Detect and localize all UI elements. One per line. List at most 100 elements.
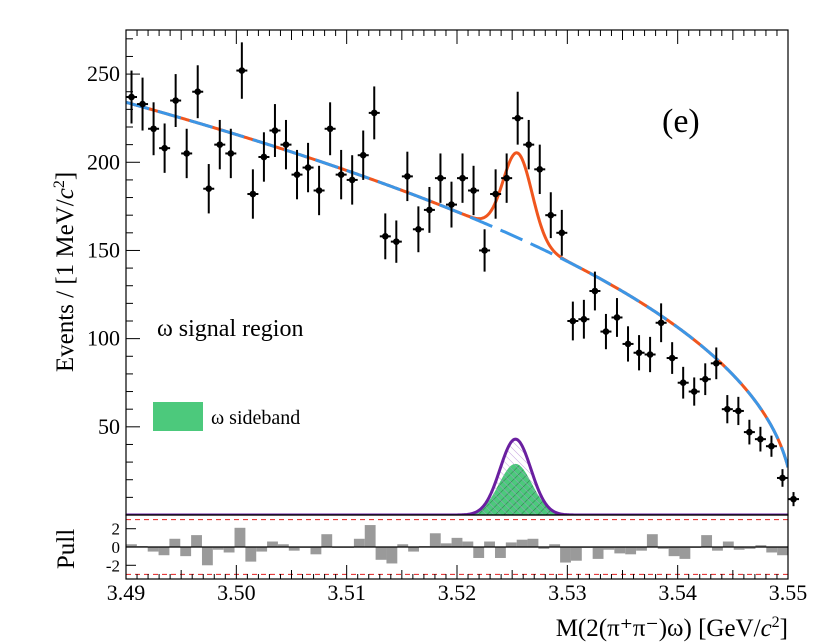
data-point xyxy=(346,155,358,205)
y-axis-label: Events / [1 MeV/c2] xyxy=(51,172,79,372)
data-point-marker xyxy=(348,176,356,184)
data-point-marker xyxy=(470,187,477,194)
data-point-marker xyxy=(668,354,676,362)
pull-bar xyxy=(636,547,647,551)
data-point-marker xyxy=(492,190,499,198)
data-point xyxy=(644,336,656,373)
data-point-marker xyxy=(679,379,687,387)
data-point xyxy=(390,220,402,263)
data-point xyxy=(589,271,601,311)
pull-bar xyxy=(777,547,788,556)
x-tick-label: 3.49 xyxy=(107,580,146,605)
data-point xyxy=(776,469,788,487)
pull-bar xyxy=(527,538,539,547)
data-point-marker xyxy=(779,474,786,482)
data-point-marker xyxy=(536,166,544,173)
x-axis-label: M(2(π⁺π⁻)ω) [GeV/c2] xyxy=(556,614,788,642)
data-point-marker xyxy=(415,225,422,233)
data-point xyxy=(335,149,347,200)
data-point xyxy=(457,153,469,203)
pull-bar xyxy=(408,547,420,552)
data-point xyxy=(765,435,777,457)
y-tick-label: 250 xyxy=(87,61,120,86)
pull-bar xyxy=(375,547,387,560)
data-point-marker xyxy=(735,407,742,415)
data-point-marker xyxy=(437,174,444,182)
data-points xyxy=(126,42,800,507)
x-tick-label: 3.51 xyxy=(327,580,366,605)
pull-bar xyxy=(570,547,582,561)
data-point xyxy=(633,335,645,371)
data-point-marker xyxy=(183,150,190,157)
data-point xyxy=(126,70,138,124)
pull-bar xyxy=(646,534,658,547)
data-point xyxy=(468,165,480,216)
data-point-marker xyxy=(701,375,709,383)
data-point xyxy=(357,130,369,180)
data-point-marker xyxy=(216,141,224,148)
data-point xyxy=(534,144,546,195)
data-point-marker xyxy=(724,405,731,413)
pull-bar xyxy=(321,534,333,547)
pull-bar xyxy=(657,547,669,549)
data-point xyxy=(611,298,623,337)
data-point-marker xyxy=(712,360,720,367)
background-curve xyxy=(126,100,788,468)
data-point xyxy=(148,102,160,156)
data-point-marker xyxy=(459,174,466,182)
data-point xyxy=(368,86,380,140)
pull-panel: 20-2 3.49 3.50 3.51 3.52 3.53 3.54 3.55 Pull xyxy=(53,514,807,605)
data-point-marker xyxy=(426,206,433,214)
data-point xyxy=(578,299,590,339)
data-point xyxy=(732,396,744,426)
data-point-marker xyxy=(757,435,764,443)
data-point-marker xyxy=(591,287,599,295)
data-point-marker xyxy=(602,328,610,335)
data-point-marker xyxy=(393,238,400,245)
pull-bar xyxy=(473,547,485,558)
pull-bar xyxy=(158,547,170,556)
data-point-marker xyxy=(580,315,588,323)
pull-bar xyxy=(744,547,756,549)
data-point-marker xyxy=(525,141,533,148)
pull-bar xyxy=(234,527,246,547)
data-point xyxy=(479,229,491,272)
pull-bar xyxy=(668,547,680,557)
pull-bar xyxy=(267,541,278,547)
panel-label: (e) xyxy=(662,103,700,140)
pull-bar xyxy=(549,544,561,547)
data-point-marker xyxy=(128,93,135,101)
pull-bar xyxy=(310,547,322,555)
data-point xyxy=(170,74,182,127)
fit-curves xyxy=(126,100,788,515)
pull-bar xyxy=(766,547,778,553)
data-point-marker xyxy=(624,340,632,348)
x-tick-label: 3.50 xyxy=(217,580,256,605)
data-point-marker xyxy=(646,351,654,358)
data-point-marker xyxy=(558,229,566,237)
data-point-marker xyxy=(194,88,202,96)
data-point-marker xyxy=(657,319,665,327)
data-point xyxy=(677,366,689,399)
data-point-marker xyxy=(293,171,301,178)
pull-bar xyxy=(603,547,615,550)
pull-axis-label: Pull xyxy=(53,529,80,569)
data-point-marker xyxy=(337,171,345,178)
y-tick-label: 150 xyxy=(87,237,120,262)
pull-bar xyxy=(169,538,181,547)
data-point xyxy=(236,42,248,99)
data-point-marker xyxy=(139,100,146,108)
pull-axis-ticks: 20-2 3.49 3.50 3.51 3.52 3.53 3.54 3.55 xyxy=(106,520,807,605)
data-point xyxy=(445,181,457,228)
data-point xyxy=(291,149,303,200)
pull-bar xyxy=(180,547,192,557)
pull-y-tick-label: 2 xyxy=(112,520,121,539)
data-point xyxy=(523,119,535,170)
data-point xyxy=(512,91,524,145)
pull-bar xyxy=(147,547,159,552)
y-tick-label: 50 xyxy=(98,414,120,439)
pull-bar xyxy=(614,547,626,554)
data-point xyxy=(423,186,435,233)
data-point xyxy=(203,164,215,214)
pull-bar xyxy=(679,547,691,559)
